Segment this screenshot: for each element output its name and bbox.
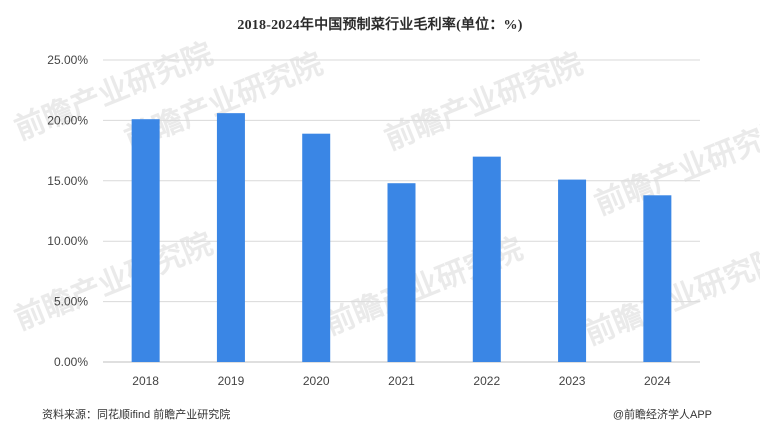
x-tick-label: 2020 xyxy=(303,374,330,388)
x-tick-label: 2022 xyxy=(473,374,500,388)
chart-title: 2018-2024年中国预制菜行业毛利率(单位：%) xyxy=(237,18,523,33)
x-tick-label: 2021 xyxy=(388,374,415,388)
watermark-logo: 前瞻产业研究院 xyxy=(10,226,218,337)
bar-2023 xyxy=(558,179,587,362)
bar-2018 xyxy=(131,119,160,362)
y-tick-label: 20.00% xyxy=(47,113,88,127)
y-tick-label: 10.00% xyxy=(47,234,88,248)
bar-2024 xyxy=(643,195,672,362)
brand-credit: @前瞻经济学人APP xyxy=(612,409,712,421)
y-tick-label: 25.00% xyxy=(47,53,88,67)
bar-2021 xyxy=(387,183,416,362)
bars xyxy=(131,113,672,362)
source-note: 资料来源：同花顺ifind 前瞻产业研究院 xyxy=(42,409,231,421)
y-tick-label: 15.00% xyxy=(47,174,88,188)
x-tick-label: 2019 xyxy=(218,374,245,388)
watermark-logo: 前瞻产业研究院 xyxy=(590,111,760,222)
watermark-logo: 前瞻产业研究院 xyxy=(380,46,588,157)
x-tick-label: 2024 xyxy=(644,374,671,388)
y-tick-label: 5.00% xyxy=(54,295,88,309)
y-tick-label: 0.00% xyxy=(54,355,88,369)
bar-2019 xyxy=(216,113,245,362)
x-tick-label: 2023 xyxy=(559,374,586,388)
bar-2020 xyxy=(302,133,331,362)
bar-2022 xyxy=(472,156,501,362)
x-axis-ticks: 2018 2019 2020 2021 2022 2023 2024 xyxy=(132,374,671,388)
x-tick-label: 2018 xyxy=(132,374,159,388)
y-axis-ticks: 0.00% 5.00% 10.00% 15.00% 20.00% 25.00% xyxy=(47,53,88,369)
